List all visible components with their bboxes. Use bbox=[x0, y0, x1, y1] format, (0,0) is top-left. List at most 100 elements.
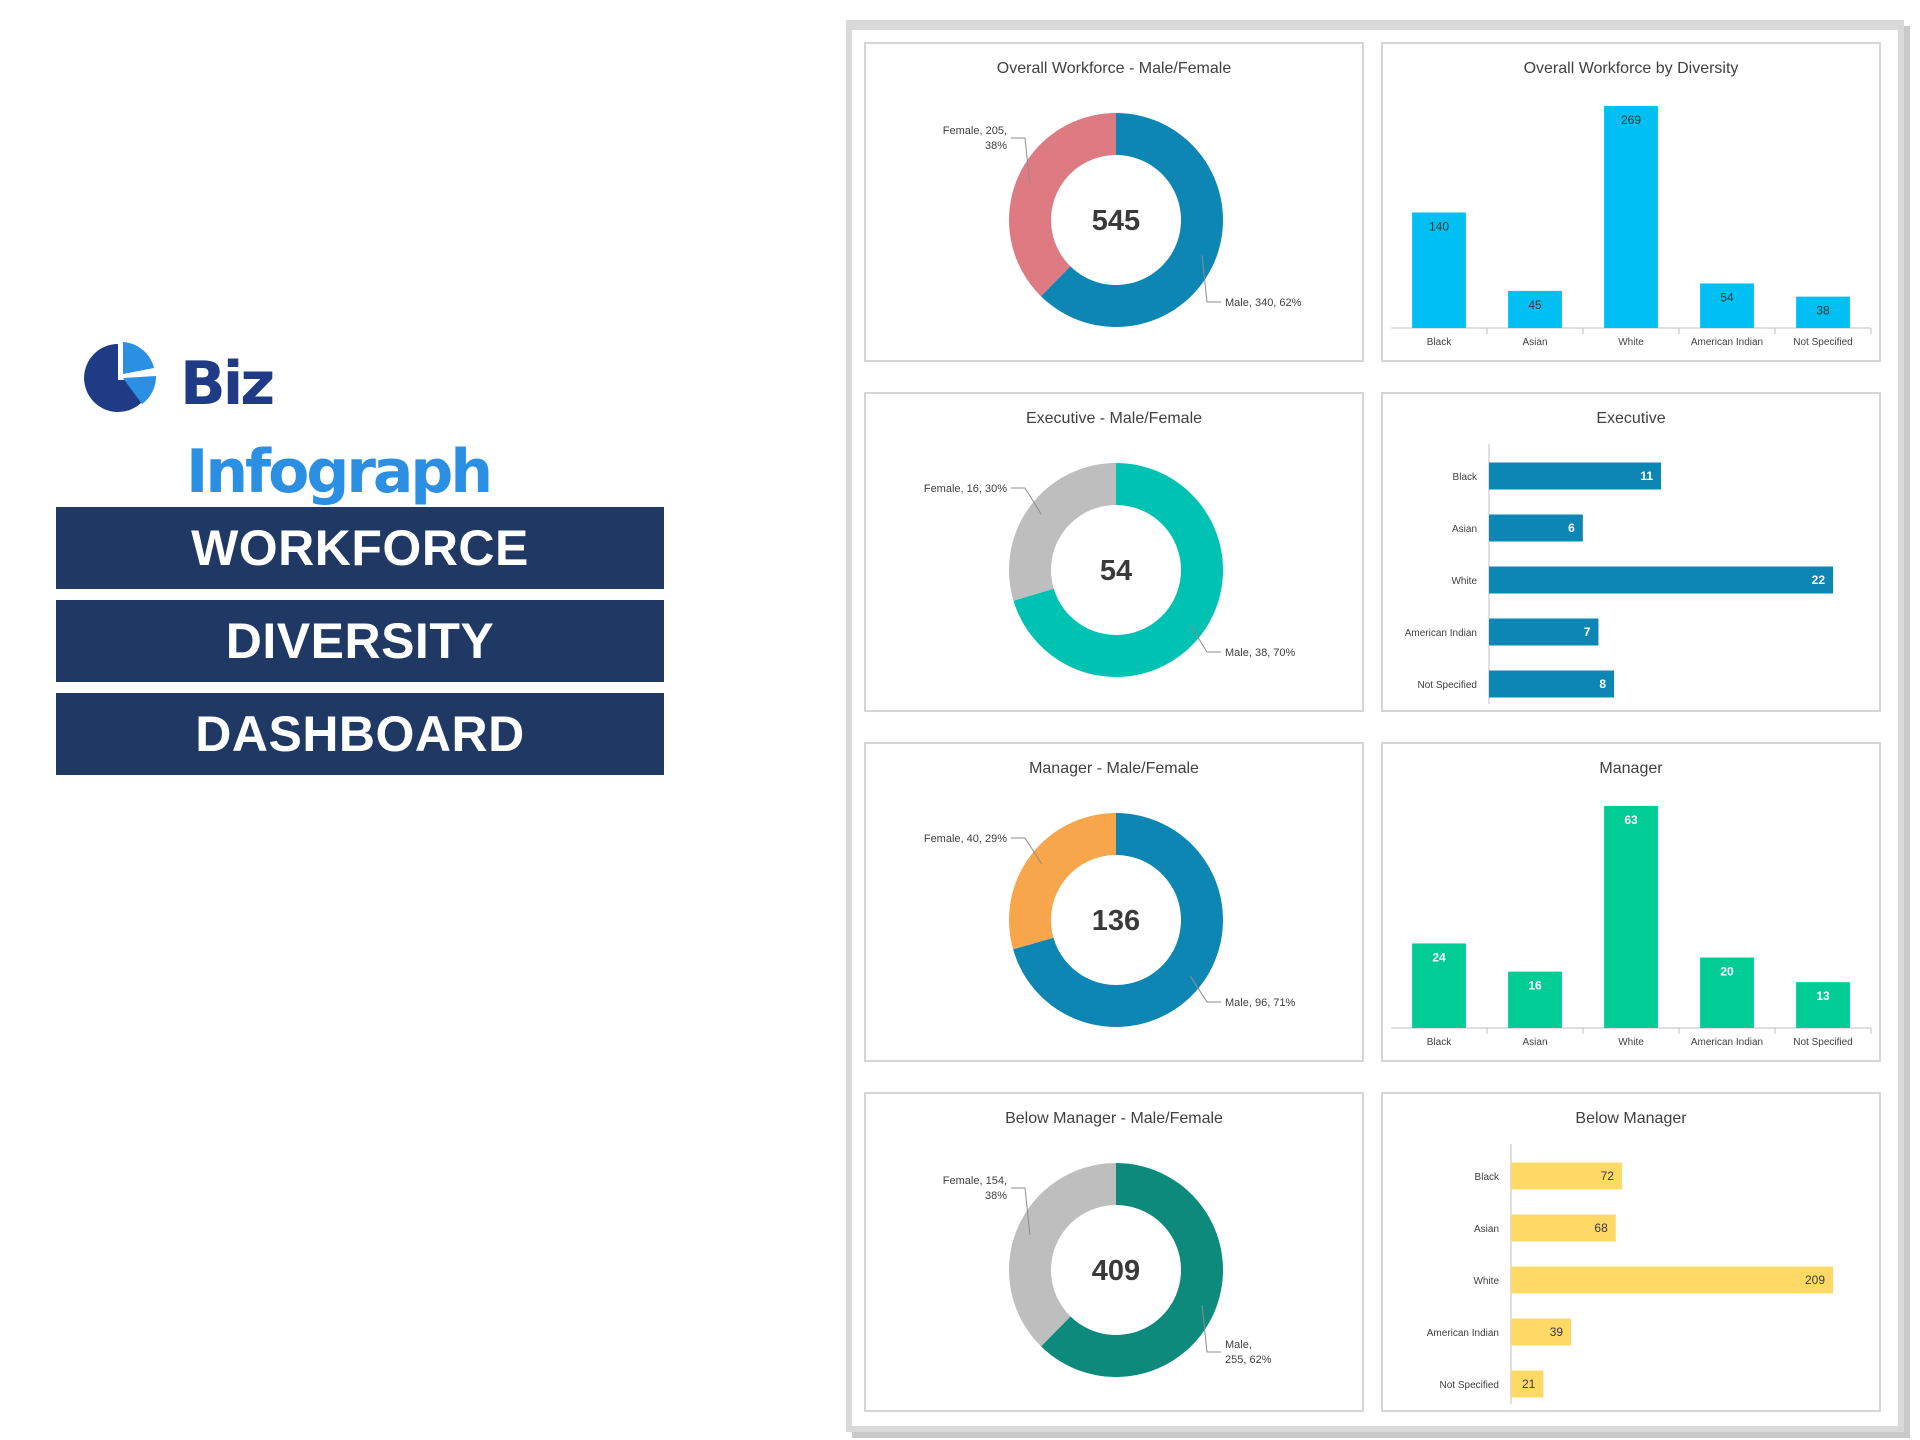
data-label: 13 bbox=[1816, 989, 1830, 1003]
slice-label-male: Male, 96, 71% bbox=[1225, 997, 1296, 1009]
data-label: 7 bbox=[1584, 625, 1591, 639]
leader-line-male bbox=[1201, 255, 1221, 303]
bar-black bbox=[1511, 1162, 1622, 1190]
bar-white bbox=[1511, 1266, 1833, 1294]
data-label: 11 bbox=[1640, 469, 1653, 483]
y-tick-label: Not Specified bbox=[1440, 1380, 1499, 1391]
donut-slice-male bbox=[1041, 1163, 1223, 1377]
data-label: 39 bbox=[1550, 1325, 1564, 1339]
y-tick-label: Black bbox=[1453, 472, 1478, 483]
title-workforce: WORKFORCE bbox=[56, 507, 664, 589]
chart-title: Manager bbox=[1599, 760, 1663, 777]
data-label: 24 bbox=[1432, 950, 1446, 964]
slice-label-female: Female, 16, 30% bbox=[924, 483, 1007, 495]
brand-word-infograph: Infograph bbox=[186, 437, 493, 507]
brand-wordmark: Biz Infograph bbox=[180, 340, 582, 507]
bar-asian bbox=[1489, 514, 1583, 542]
chart-panel-manager-male-female: Manager - Male/Female Male, 96, 71% Female… bbox=[864, 742, 1364, 1062]
bar-american-indian bbox=[1489, 618, 1599, 646]
slice-label-female: Female, 40, 29% bbox=[924, 833, 1007, 845]
bar-not-specified bbox=[1489, 670, 1615, 698]
donut-slice-female bbox=[1009, 813, 1116, 950]
chart-svg: Male, 340, 62% Female, 205, 38% 545 bbox=[943, 113, 1302, 327]
bar-asian bbox=[1508, 290, 1562, 328]
slice-label-male: Male, 38, 70% bbox=[1225, 647, 1296, 659]
bar-not-specified bbox=[1511, 1370, 1544, 1398]
data-label: 6 bbox=[1568, 521, 1575, 535]
x-tick-label: Asian bbox=[1522, 337, 1547, 348]
leader-line-male bbox=[1201, 1305, 1221, 1353]
chart-svg: Male, 96, 71% Female, 40, 29% 136 bbox=[924, 813, 1296, 1027]
bar-american-indian bbox=[1511, 1318, 1572, 1346]
slice-label-male: Male, 255, 62% bbox=[1225, 1339, 1272, 1366]
data-label: 22 bbox=[1812, 573, 1826, 587]
dashboard-frame: Overall Workforce - Male/Female Male, 340… bbox=[846, 20, 1904, 1432]
x-tick-label: Not Specified bbox=[1793, 337, 1852, 348]
y-tick-label: Asian bbox=[1452, 524, 1477, 535]
chart-panel-overall-workforce-male-female: Overall Workforce - Male/Female Male, 340… bbox=[864, 42, 1364, 362]
y-tick-label: Asian bbox=[1474, 1224, 1499, 1235]
x-tick-label: Black bbox=[1427, 337, 1452, 348]
bar-white bbox=[1604, 106, 1658, 328]
donut-slice-female bbox=[1009, 463, 1116, 601]
leader-line-female bbox=[1011, 1187, 1031, 1235]
y-tick-label: White bbox=[1473, 1276, 1499, 1287]
chart-title: Below Manager bbox=[1575, 1110, 1687, 1127]
data-label: 68 bbox=[1594, 1221, 1608, 1235]
data-label: 45 bbox=[1528, 298, 1542, 312]
chart-panel-below-manager-male-female: Below Manager - Male/Female Male, 255, 62%… bbox=[864, 1092, 1364, 1412]
chart-title: Below Manager - Male/Female bbox=[1005, 1110, 1223, 1127]
x-tick-label: American Indian bbox=[1691, 1037, 1763, 1048]
chart-panel-overall-workforce-by-diversity: Overall Workforce by Diversity 140 Black 45… bbox=[1381, 42, 1881, 362]
chart-panel-executive-male-female: Executive - Male/Female Male, 38, 70% Fema… bbox=[864, 392, 1364, 712]
chart-panel-executive: Executive 11 Black 6 Asian 22 White 7 American I… bbox=[1381, 392, 1881, 712]
y-tick-label: Not Specified bbox=[1418, 680, 1477, 691]
x-tick-label: White bbox=[1618, 337, 1644, 348]
title-diversity: DIVERSITY bbox=[56, 600, 664, 682]
data-label: 16 bbox=[1528, 979, 1542, 993]
donut-slice-female bbox=[1009, 113, 1116, 297]
leader-line-female bbox=[1011, 487, 1042, 515]
donut-slice-male bbox=[1013, 813, 1223, 1027]
bar-white bbox=[1489, 566, 1833, 594]
data-label: 38 bbox=[1816, 304, 1830, 318]
y-tick-label: White bbox=[1451, 576, 1477, 587]
x-tick-label: Black bbox=[1427, 1037, 1452, 1048]
data-label: 72 bbox=[1601, 1169, 1615, 1183]
chart-svg: 72 Black 68 Asian 209 White 39 American Indian 2… bbox=[1427, 1144, 1833, 1404]
data-label: 63 bbox=[1624, 813, 1638, 827]
chart-svg: Male, 38, 70% Female, 16, 30% 54 bbox=[924, 463, 1296, 677]
bar-black bbox=[1412, 212, 1466, 328]
x-tick-label: White bbox=[1618, 1037, 1644, 1048]
chart-title: Manager - Male/Female bbox=[1029, 760, 1199, 777]
leader-line-female bbox=[1011, 837, 1043, 865]
bar-black bbox=[1412, 943, 1466, 1028]
bar-not-specified bbox=[1796, 296, 1850, 328]
leader-line-male bbox=[1190, 625, 1221, 653]
y-tick-label: Black bbox=[1475, 1172, 1500, 1183]
chart-svg: 140 Black 45 Asian 269 White 54 American Indian… bbox=[1391, 106, 1872, 348]
donut-slice-male bbox=[1013, 463, 1223, 677]
data-label: 8 bbox=[1599, 677, 1606, 691]
data-label: 209 bbox=[1805, 1273, 1825, 1287]
slice-label-female: Female, 205, 38% bbox=[943, 125, 1007, 152]
data-label: 54 bbox=[1720, 290, 1734, 304]
donut-center-total: 54 bbox=[1100, 555, 1132, 587]
donut-center-total: 409 bbox=[1092, 1255, 1140, 1287]
bar-black bbox=[1489, 462, 1661, 490]
bar-american-indian bbox=[1700, 283, 1754, 328]
data-label: 20 bbox=[1720, 965, 1734, 979]
data-label: 140 bbox=[1429, 219, 1449, 233]
data-label: 21 bbox=[1522, 1377, 1536, 1391]
title-dashboard: DASHBOARD bbox=[56, 693, 664, 775]
bar-white bbox=[1604, 806, 1658, 1028]
y-tick-label: American Indian bbox=[1405, 628, 1477, 639]
chart-title: Overall Workforce - Male/Female bbox=[996, 60, 1232, 77]
donut-center-total: 136 bbox=[1092, 905, 1140, 937]
donut-center-total: 545 bbox=[1092, 205, 1140, 237]
chart-title: Executive bbox=[1596, 410, 1666, 427]
donut-slice-male bbox=[1040, 113, 1223, 327]
bar-asian bbox=[1508, 971, 1562, 1028]
chart-panel-manager: Manager 24 Black 16 Asian 63 White 20 American I… bbox=[1381, 742, 1881, 1062]
bar-american-indian bbox=[1700, 957, 1754, 1028]
